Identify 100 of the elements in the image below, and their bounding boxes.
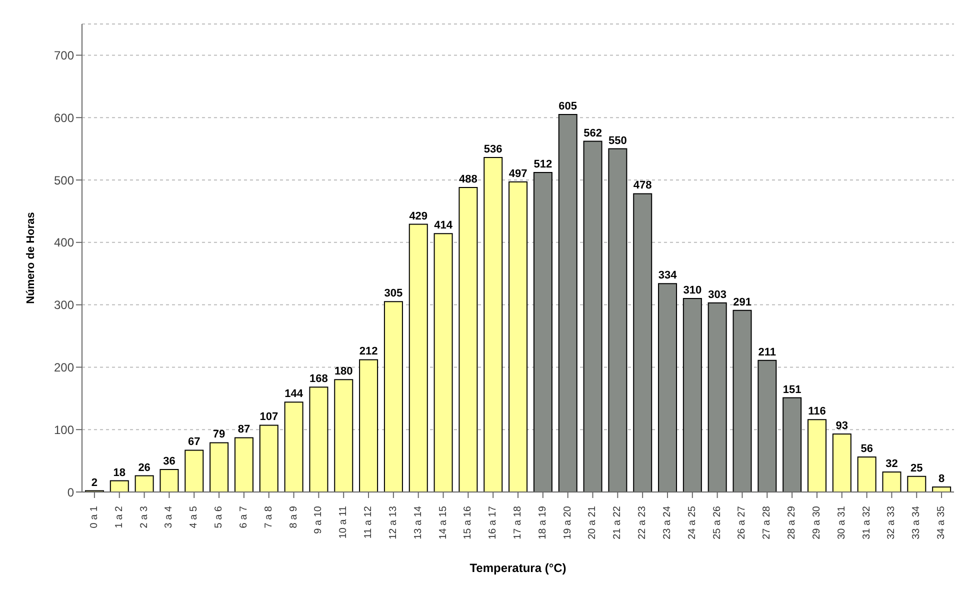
data-label: 429 xyxy=(409,210,428,222)
data-label: 536 xyxy=(484,144,502,156)
x-tick-label: 16 a 17 xyxy=(488,506,499,540)
y-tick-label: 300 xyxy=(54,298,74,312)
bar xyxy=(658,283,678,492)
bar xyxy=(110,480,129,492)
x-tick-label: 1 a 2 xyxy=(114,506,125,528)
bar xyxy=(160,469,179,492)
x-tick-label: 14 a 15 xyxy=(438,506,449,540)
y-tick-label: 600 xyxy=(54,110,74,125)
bar xyxy=(732,310,752,492)
data-label: 8 xyxy=(938,473,945,486)
data-label: 488 xyxy=(459,173,478,186)
bar xyxy=(758,360,777,492)
x-tick-label: 11 a 12 xyxy=(363,506,374,539)
data-label: 36 xyxy=(163,456,176,468)
data-label: 93 xyxy=(836,420,848,432)
bar xyxy=(857,456,876,492)
data-label: 26 xyxy=(138,462,150,474)
x-tick-label: 17 a 18 xyxy=(512,506,524,540)
x-tick-label: 0 a 1 xyxy=(88,506,100,528)
y-axis-title: Número de Horas xyxy=(24,212,37,304)
bar xyxy=(458,186,478,492)
x-tick-label: 27 a 28 xyxy=(762,506,773,540)
data-label: 180 xyxy=(334,366,353,378)
bar xyxy=(484,157,503,492)
data-label: 414 xyxy=(434,220,454,232)
x-tick-label: 8 a 9 xyxy=(288,506,300,528)
data-label: 151 xyxy=(782,384,802,396)
x-tick-label: 9 a 10 xyxy=(313,506,324,534)
bar xyxy=(359,359,378,492)
x-tick-label: 3 a 4 xyxy=(164,506,175,528)
x-tick-label: 34 a 35 xyxy=(936,506,948,540)
data-label: 512 xyxy=(534,158,552,171)
y-tick-label: 400 xyxy=(54,236,74,250)
x-tick-label: 22 a 23 xyxy=(637,506,648,540)
x-tick-label: 24 a 25 xyxy=(686,506,698,540)
data-label: 562 xyxy=(584,127,602,140)
bar xyxy=(682,298,702,492)
data-label: 291 xyxy=(733,296,752,308)
bar xyxy=(408,224,428,492)
bar xyxy=(633,193,652,492)
bar xyxy=(932,486,952,492)
bar xyxy=(259,424,278,492)
x-tick-label: 25 a 26 xyxy=(712,506,723,540)
bar xyxy=(384,301,403,492)
bar xyxy=(184,450,204,492)
x-tick-label: 6 a 7 xyxy=(238,506,250,528)
bar xyxy=(907,476,926,492)
x-tick-label: 15 a 16 xyxy=(462,506,474,540)
data-label: 478 xyxy=(633,180,652,192)
data-label: 305 xyxy=(384,288,403,300)
data-label: 212 xyxy=(359,346,378,358)
x-tick-label: 19 a 20 xyxy=(562,506,574,540)
x-tick-label: 13 a 14 xyxy=(412,506,424,540)
data-label: 2 xyxy=(91,476,98,489)
bar xyxy=(533,172,552,492)
bar xyxy=(134,475,154,492)
data-label: 87 xyxy=(238,424,250,436)
x-tick-label: 18 a 19 xyxy=(537,506,548,540)
data-label: 605 xyxy=(558,100,578,112)
y-tick-label: 100 xyxy=(54,422,74,437)
y-tick-label: 500 xyxy=(54,173,74,188)
data-label: 56 xyxy=(860,443,873,456)
x-tick-label: 26 a 27 xyxy=(736,506,748,540)
data-label: 303 xyxy=(708,288,727,301)
x-axis-title: Temperatura (°C) xyxy=(470,561,566,575)
y-tick-label: 0 xyxy=(67,485,74,500)
x-tick-label: 23 a 24 xyxy=(662,506,673,540)
x-tick-label: 30 a 31 xyxy=(836,506,848,540)
bar xyxy=(334,379,354,492)
bar xyxy=(608,148,628,492)
x-tick-label: 10 a 11 xyxy=(338,506,350,539)
x-tick-label: 28 a 29 xyxy=(786,506,798,540)
data-label: 18 xyxy=(113,466,126,479)
x-tick-label: 12 a 13 xyxy=(388,506,399,540)
data-label: 497 xyxy=(508,168,528,180)
data-label: 310 xyxy=(683,284,702,297)
bar xyxy=(234,437,254,492)
y-tick-label: 700 xyxy=(54,48,74,62)
bar xyxy=(558,114,578,492)
data-label: 116 xyxy=(808,406,826,418)
data-label: 32 xyxy=(886,458,898,470)
data-label: 144 xyxy=(284,388,304,400)
bar xyxy=(808,419,826,492)
bar xyxy=(708,302,727,492)
bar xyxy=(508,181,528,492)
data-label: 211 xyxy=(758,346,776,358)
bar xyxy=(782,397,802,492)
x-tick-label: 31 a 32 xyxy=(861,506,872,540)
bar xyxy=(434,233,453,492)
x-tick-label: 21 a 22 xyxy=(612,506,624,540)
data-label: 334 xyxy=(658,270,678,282)
x-tick-label: 20 a 21 xyxy=(587,506,598,540)
x-tick-label: 32 a 33 xyxy=(886,506,898,540)
bar xyxy=(284,402,304,492)
data-label: 25 xyxy=(910,462,923,474)
x-tick-label: 33 a 34 xyxy=(911,506,922,540)
data-label: 79 xyxy=(212,428,226,441)
data-label: 168 xyxy=(310,373,328,386)
